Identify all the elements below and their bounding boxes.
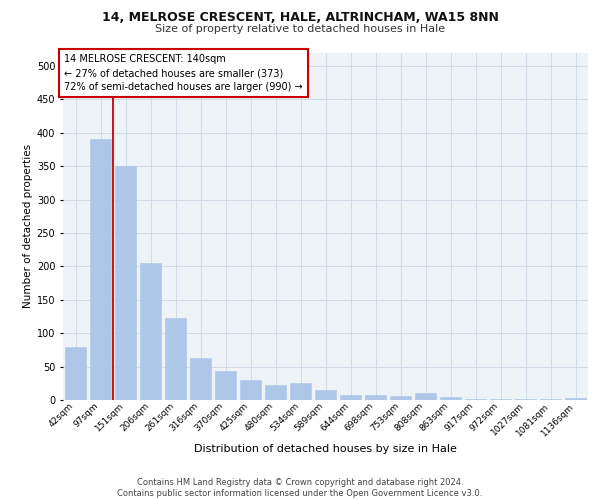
Bar	[165, 318, 186, 400]
Bar	[215, 372, 236, 400]
Bar	[265, 386, 286, 400]
Bar	[440, 398, 461, 400]
Bar	[315, 390, 336, 400]
Bar	[190, 358, 211, 400]
Bar	[340, 394, 361, 400]
Bar	[365, 394, 386, 400]
Bar	[65, 346, 86, 400]
Bar	[90, 140, 111, 400]
Text: Size of property relative to detached houses in Hale: Size of property relative to detached ho…	[155, 24, 445, 34]
Bar	[565, 398, 586, 400]
Bar	[290, 384, 311, 400]
Bar	[115, 166, 136, 400]
Text: Contains HM Land Registry data © Crown copyright and database right 2024.
Contai: Contains HM Land Registry data © Crown c…	[118, 478, 482, 498]
Bar	[415, 394, 436, 400]
Y-axis label: Number of detached properties: Number of detached properties	[23, 144, 32, 308]
Text: 14 MELROSE CRESCENT: 140sqm
← 27% of detached houses are smaller (373)
72% of se: 14 MELROSE CRESCENT: 140sqm ← 27% of det…	[64, 54, 302, 92]
Bar	[140, 263, 161, 400]
X-axis label: Distribution of detached houses by size in Hale: Distribution of detached houses by size …	[194, 444, 457, 454]
Text: 14, MELROSE CRESCENT, HALE, ALTRINCHAM, WA15 8NN: 14, MELROSE CRESCENT, HALE, ALTRINCHAM, …	[101, 11, 499, 24]
Bar	[465, 398, 486, 400]
Bar	[240, 380, 261, 400]
Bar	[390, 396, 411, 400]
